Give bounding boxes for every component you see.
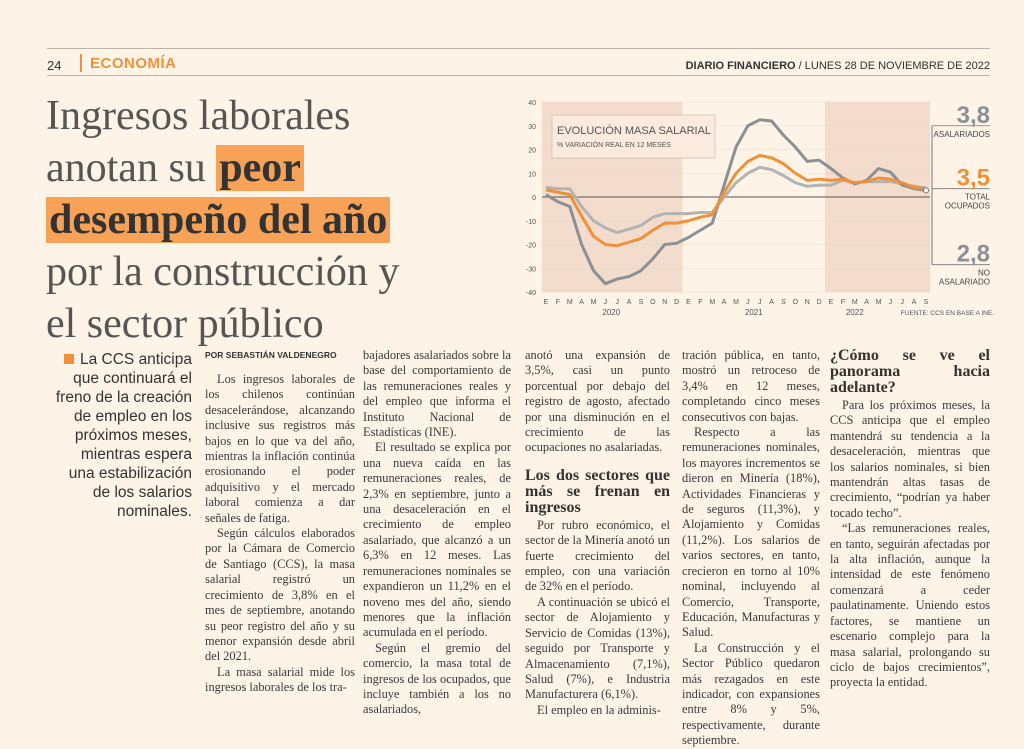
x-tick-label: N	[805, 299, 810, 306]
x-tick-label: A	[912, 299, 917, 306]
x-tick-label: D	[817, 299, 822, 306]
x-tick-label: F	[698, 299, 702, 306]
x-tick-label: F	[841, 299, 845, 306]
source-note: FUENTE: CCS EN BASE A INE.	[901, 310, 994, 317]
x-tick-label: A	[864, 299, 869, 306]
y-tick-label: 0	[532, 195, 536, 202]
x-tick-label: M	[852, 299, 858, 306]
x-tick-label: J	[901, 299, 905, 306]
paragraph: Para los próximos meses, la CCS anticipa…	[830, 398, 990, 521]
pull-quote-text: La CCS anticipa que continuará el freno …	[56, 351, 192, 520]
x-tick-label: J	[889, 299, 893, 306]
x-tick-label: M	[709, 299, 715, 306]
x-tick-label: S	[781, 299, 786, 306]
paragraph: La masa salarial mide los ingresos labor…	[205, 665, 355, 696]
header-rule	[47, 75, 990, 76]
x-tick-label: A	[579, 299, 584, 306]
section-divider	[80, 54, 82, 72]
x-tick-label: S	[924, 299, 929, 306]
paragraph: tración pública, en tanto, mostró un ret…	[682, 348, 820, 425]
page-number: 24	[47, 58, 61, 73]
x-tick-label: M	[733, 299, 739, 306]
paragraph: La Construcción y el Sector Público qued…	[682, 641, 820, 749]
paragraph: Según el gremio del comercio, la masa to…	[363, 641, 511, 718]
x-tick-label: O	[650, 299, 656, 306]
x-tick-label: A	[722, 299, 727, 306]
article-column-4: tración pública, en tanto, mostró un ret…	[682, 348, 820, 749]
year-label: 2022	[846, 308, 864, 317]
subheading: ¿Cómo se ve el panorama hacia adelante?	[830, 348, 990, 396]
x-tick-label: M	[876, 299, 882, 306]
y-tick-label: 10	[528, 171, 536, 178]
publication-name: DIARIO FINANCIERO	[686, 60, 796, 72]
article-column-3: anotó una expansión de 3,5%, casi un pun…	[525, 348, 670, 718]
article-column-1: POR SEBASTIÁN VALDENEGRO Los ingresos la…	[205, 348, 355, 696]
y-tick-label: 40	[528, 100, 536, 107]
headline-highlight: peor	[216, 145, 304, 191]
x-tick-label: S	[639, 299, 644, 306]
final-value: 3,8	[957, 102, 990, 129]
x-tick-label: F	[556, 299, 560, 306]
x-tick-label: M	[591, 299, 597, 306]
y-tick-label: -40	[526, 290, 536, 297]
top-rule	[47, 48, 990, 49]
y-tick-label: -20	[526, 243, 536, 250]
paragraph: anotó una expansión de 3,5%, casi un pun…	[525, 348, 670, 456]
series-label: OCUPADOS	[945, 202, 990, 211]
article-column-5: ¿Cómo se ve el panorama hacia adelante? …	[830, 348, 990, 691]
paragraph: Los ingresos laborales de los chilenos c…	[205, 372, 355, 526]
paragraph: El empleo en la adminis-	[525, 703, 670, 718]
headline-text: por la construcción y el sector público	[46, 249, 399, 347]
article-column-2: bajadores asalariados sobre la base del …	[363, 348, 511, 718]
masthead: DIARIO FINANCIERO / LUNES 28 DE NOVIEMBR…	[686, 60, 990, 72]
x-tick-label: M	[567, 299, 573, 306]
paragraph: Según cálculos elaborados por la Cámara …	[205, 526, 355, 665]
final-value: 3,5	[957, 165, 990, 192]
issue-date: / LUNES 28 DE NOVIEMBRE DE 2022	[799, 60, 990, 72]
x-tick-label: D	[674, 299, 679, 306]
x-tick-label: O	[793, 299, 799, 306]
newspaper-page: 24 ECONOMÍA DIARIO FINANCIERO / LUNES 28…	[0, 0, 1024, 705]
year-label: 2020	[602, 308, 620, 317]
subheading: Los dos sectores que más se frenan en in…	[525, 468, 670, 516]
headline: Ingresos laborales anotan su peor desempe…	[46, 90, 436, 350]
year-label: 2021	[745, 308, 763, 317]
x-tick-label: N	[662, 299, 667, 306]
x-tick-label: E	[829, 299, 834, 306]
y-tick-label: -10	[526, 219, 536, 226]
paragraph: Por rubro económico, el sector de la Min…	[525, 518, 670, 595]
section-label: ECONOMÍA	[90, 55, 177, 72]
end-marker	[924, 188, 929, 193]
x-tick-label: J	[616, 299, 620, 306]
series-label: NO	[978, 269, 990, 278]
byline: POR SEBASTIÁN VALDENEGRO	[205, 350, 355, 360]
pull-quote: La CCS anticipa que continuará el freno …	[52, 350, 192, 521]
paragraph: A continuación se ubicó el sector de Alo…	[525, 595, 670, 703]
series-label: TOTAL	[965, 193, 991, 202]
x-tick-label: E	[544, 299, 549, 306]
x-tick-label: J	[604, 299, 608, 306]
y-tick-label: -30	[526, 266, 536, 273]
final-value: 2,8	[957, 241, 990, 268]
x-tick-label: J	[746, 299, 750, 306]
bullet-square-icon	[64, 354, 74, 364]
paragraph: Respecto a las remuneraciones nominales,…	[682, 425, 820, 641]
chart-subtitle: % VARIACIÓN REAL EN 12 MESES	[557, 140, 671, 149]
paragraph: El resultado se explica por una nueva ca…	[363, 440, 511, 640]
series-label: ASALARIADOS	[934, 130, 990, 139]
headline-highlight: desempeño del año	[46, 197, 390, 243]
paragraph: bajadores asalariados sobre la base del …	[363, 348, 511, 440]
x-tick-label: A	[627, 299, 632, 306]
y-tick-label: 20	[528, 148, 536, 155]
headline-text: Ingresos laborales anotan su	[46, 93, 350, 191]
x-tick-label: E	[686, 299, 691, 306]
x-tick-label: J	[758, 299, 762, 306]
x-tick-label: A	[769, 299, 774, 306]
series-label: ASALARIADO	[939, 278, 990, 287]
y-tick-label: 30	[528, 124, 536, 131]
chart-title: EVOLUCIÓN MASA SALARIAL	[557, 124, 711, 137]
paragraph: “Las remuneraciones reales, en tanto, se…	[830, 521, 990, 690]
